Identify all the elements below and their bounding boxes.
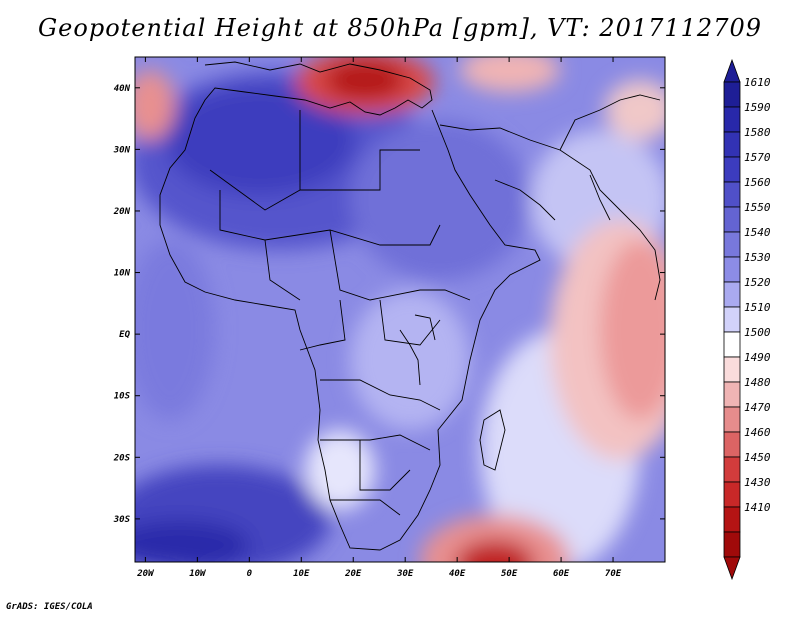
colorbar-label: 1530	[744, 251, 771, 264]
lon-tick-label: 0	[247, 569, 253, 579]
lon-tick-label: 70E	[605, 569, 622, 579]
colorbar-label: 1510	[744, 301, 771, 314]
colorbar-label: 1520	[744, 276, 771, 289]
colorbar-label: 1450	[744, 451, 771, 464]
colorbar-label: 1470	[744, 401, 771, 414]
colorbar-swatch	[723, 406, 741, 433]
colorbar-swatch	[723, 306, 741, 333]
lon-tick-label: 30E	[396, 569, 414, 579]
colorbar-label: 1430	[744, 476, 771, 489]
lon-tick-label: 10W	[189, 569, 207, 579]
colorbar-swatch	[723, 456, 741, 483]
coastlines	[159, 61, 661, 551]
colorbar-label: 1500	[744, 326, 771, 339]
colorbar-label: 1590	[744, 101, 771, 114]
colorbar-label: 1610	[744, 76, 771, 89]
colorbar-swatch	[723, 231, 741, 258]
colorbar-label: 1560	[744, 176, 771, 189]
map-frame	[134, 56, 666, 563]
colorbar-label: 1460	[744, 426, 771, 439]
lat-tick-label: EQ	[119, 330, 130, 340]
colorbar-swatch	[723, 131, 741, 158]
colorbar-swatch	[723, 531, 741, 558]
colorbar-swatch	[723, 356, 741, 383]
colorbar-bottom-arrow	[723, 556, 741, 581]
colorbar-label: 1410	[744, 501, 771, 514]
lon-tick-label: 20E	[344, 569, 362, 579]
colorbar-top-arrow	[723, 58, 741, 83]
colorbar-swatch	[723, 431, 741, 458]
lat-tick-label: 10S	[114, 392, 131, 402]
lon-tick-label: 40E	[449, 569, 466, 579]
lat-tick-label: 20S	[113, 453, 131, 463]
colorbar-swatch	[723, 331, 741, 358]
colorbar-label: 1570	[744, 151, 771, 164]
colorbar-swatch	[723, 256, 741, 283]
lon-tick-label: 10E	[293, 569, 310, 579]
colorbar: 1610 1590 1580 1570 1560 1550 1540 1530 1520 1510…	[723, 58, 771, 581]
lat-tick-label: 10N	[114, 269, 131, 279]
colorbar-swatch	[723, 181, 741, 208]
colorbar-label: 1550	[744, 201, 771, 214]
lon-tick-label: 20W	[136, 569, 155, 579]
axis-ticks: 40N 30N 20N 10N EQ 10S 20S 30S 20W 10W 0 10E 20E 30E 4…	[113, 57, 665, 579]
lat-tick-label: 20N	[113, 207, 131, 217]
colorbar-label: 1480	[744, 376, 771, 389]
colorbar-swatch	[723, 281, 741, 308]
lat-tick-label: 40N	[114, 84, 131, 94]
colorbar-label: 1580	[744, 126, 771, 139]
geopotential-field	[135, 57, 665, 562]
colorbar-swatch	[723, 81, 741, 108]
colorbar-swatch	[723, 106, 741, 133]
colorbar-swatch	[723, 481, 741, 508]
lat-tick-label: 30S	[113, 515, 131, 525]
grads-credit: GrADS: IGES/COLA	[6, 602, 93, 612]
lon-tick-label: 50E	[501, 569, 518, 579]
colorbar-swatch	[723, 381, 741, 408]
colorbar-swatch	[723, 156, 741, 183]
colorbar-swatch	[723, 206, 741, 233]
lat-tick-label: 30N	[113, 145, 131, 155]
colorbar-label: 1540	[744, 226, 771, 239]
map-title: Geopotential Height at 850hPa [gpm], VT:…	[38, 14, 762, 42]
colorbar-swatch	[723, 506, 741, 533]
colorbar-label: 1490	[744, 351, 771, 364]
lon-tick-label: 60E	[553, 569, 570, 579]
